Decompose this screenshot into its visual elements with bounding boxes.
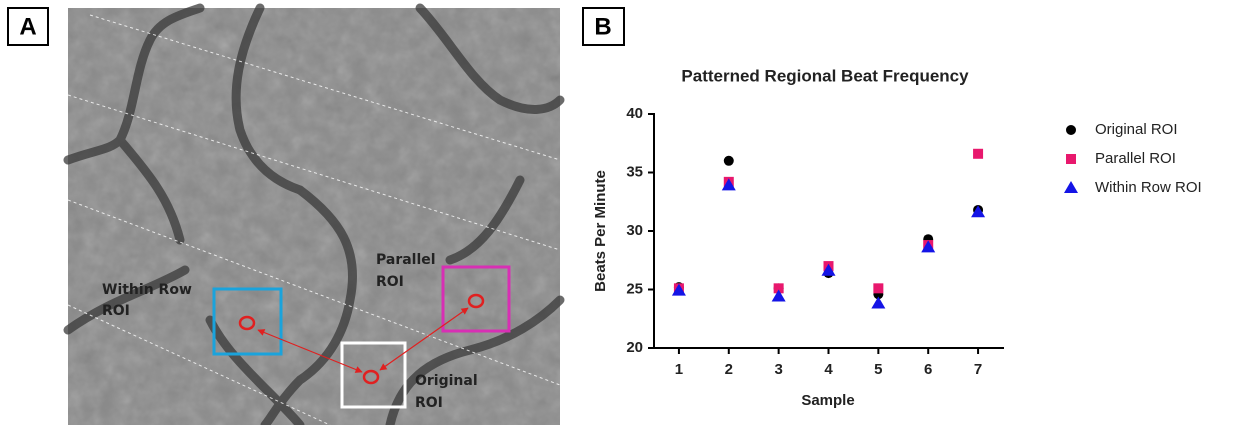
x-tick-label: 5 — [874, 361, 882, 378]
y-tick-label: 20 — [626, 339, 643, 356]
panel-label-box — [7, 7, 49, 46]
panel-label-box — [582, 7, 625, 46]
data-point — [721, 178, 736, 191]
panel-label: B — [594, 13, 611, 40]
roi-label: ROI — [102, 303, 130, 319]
data-point — [971, 205, 986, 218]
x-tick-label: 2 — [725, 361, 733, 378]
legend-marker — [1066, 154, 1076, 164]
x-tick-label: 3 — [774, 361, 782, 378]
data-point — [723, 155, 734, 166]
roi-label: Parallel — [376, 252, 436, 268]
roi-label: Original — [415, 373, 478, 389]
data-point — [871, 296, 886, 309]
roi-label: Within Row — [102, 282, 192, 298]
y-axis-label: Beats Per Minute — [592, 170, 609, 292]
legend-marker — [1064, 181, 1078, 193]
y-tick-label: 25 — [626, 280, 643, 297]
legend-label: Parallel ROI — [1095, 150, 1176, 167]
data-point — [921, 240, 936, 253]
x-tick-label: 1 — [675, 361, 683, 378]
roi-label: ROI — [376, 274, 404, 290]
y-tick-label: 30 — [626, 222, 643, 239]
data-point — [973, 148, 984, 159]
chart-title: Patterned Regional Beat Frequency — [681, 66, 969, 85]
x-tick-label: 4 — [824, 361, 833, 378]
y-tick-label: 35 — [626, 163, 643, 180]
data-point — [771, 289, 786, 302]
y-tick-label: 40 — [626, 105, 643, 122]
data-point — [671, 283, 686, 296]
roi-label: ROI — [415, 395, 443, 411]
legend-marker — [1066, 125, 1076, 135]
x-tick-label: 6 — [924, 361, 932, 378]
x-tick-label: 7 — [974, 361, 982, 378]
data-point — [821, 263, 836, 276]
panel-label: A — [19, 13, 36, 40]
micrograph — [63, 3, 565, 425]
legend-label: Within Row ROI — [1095, 179, 1202, 196]
legend-label: Original ROI — [1095, 121, 1178, 138]
data-point — [773, 283, 784, 294]
data-point — [873, 283, 884, 294]
x-axis-label: Sample — [801, 392, 854, 409]
